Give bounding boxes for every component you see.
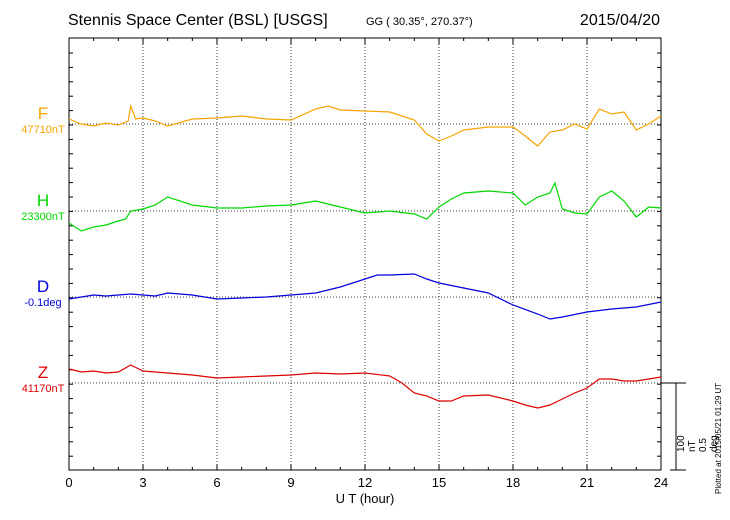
series-baseline-value: -0.1deg: [24, 297, 62, 309]
station-coordinates: GG ( 30.35°, 270.37°): [366, 16, 473, 28]
series-name: H: [36, 191, 50, 210]
series-name: D: [36, 277, 50, 296]
x-tick-label: 6: [213, 475, 221, 490]
plotted-timestamp: Plotted at 2015/05/21 01:29 UT: [714, 382, 723, 494]
series-line-h: [68, 181, 662, 232]
series-baseline-value: 23300nT: [21, 211, 65, 223]
series-baseline-value: 47710nT: [21, 124, 65, 136]
x-tick-label: 18: [505, 475, 521, 490]
series-label-h: H 23300nT: [0, 191, 86, 223]
series-baseline-value: 41170nT: [21, 383, 65, 395]
series-line-d: [68, 273, 662, 320]
x-tick-label: 21: [579, 475, 595, 490]
x-tick-label: 0: [65, 475, 73, 490]
x-tick-label: 15: [431, 475, 447, 490]
x-tick-label: 24: [653, 475, 669, 490]
series-name: Z: [37, 363, 49, 382]
x-tick-label: 12: [357, 475, 373, 490]
series-line-f: [68, 103, 662, 147]
x-axis-label: U T (hour): [335, 491, 395, 506]
x-tick-label: 9: [287, 475, 295, 490]
series-lines: [68, 103, 662, 409]
series-label-d: D -0.1deg: [0, 277, 86, 309]
series-name: F: [37, 104, 49, 123]
station-title: Stennis Space Center (BSL) [USGS]: [68, 12, 328, 29]
series-label-z: Z 41170nT: [0, 363, 86, 395]
scale-nt-label: 100 nT: [676, 435, 698, 452]
series-label-f: F 47710nT: [0, 104, 86, 136]
grid-lines: [142, 38, 588, 470]
series-line-z: [68, 364, 662, 409]
plot-date: 2015/04/20: [579, 12, 660, 29]
scale-bar: [661, 382, 686, 471]
x-tick-label: 3: [139, 475, 147, 490]
